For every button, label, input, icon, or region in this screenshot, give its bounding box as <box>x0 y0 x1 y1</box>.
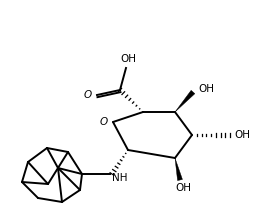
Text: OH: OH <box>234 130 250 140</box>
Text: OH: OH <box>198 84 214 94</box>
Text: O: O <box>84 90 92 100</box>
Polygon shape <box>175 90 195 112</box>
Text: NH: NH <box>112 173 128 183</box>
Text: O: O <box>100 117 108 127</box>
Text: OH: OH <box>120 54 136 64</box>
Text: OH: OH <box>175 183 191 193</box>
Polygon shape <box>175 158 182 181</box>
